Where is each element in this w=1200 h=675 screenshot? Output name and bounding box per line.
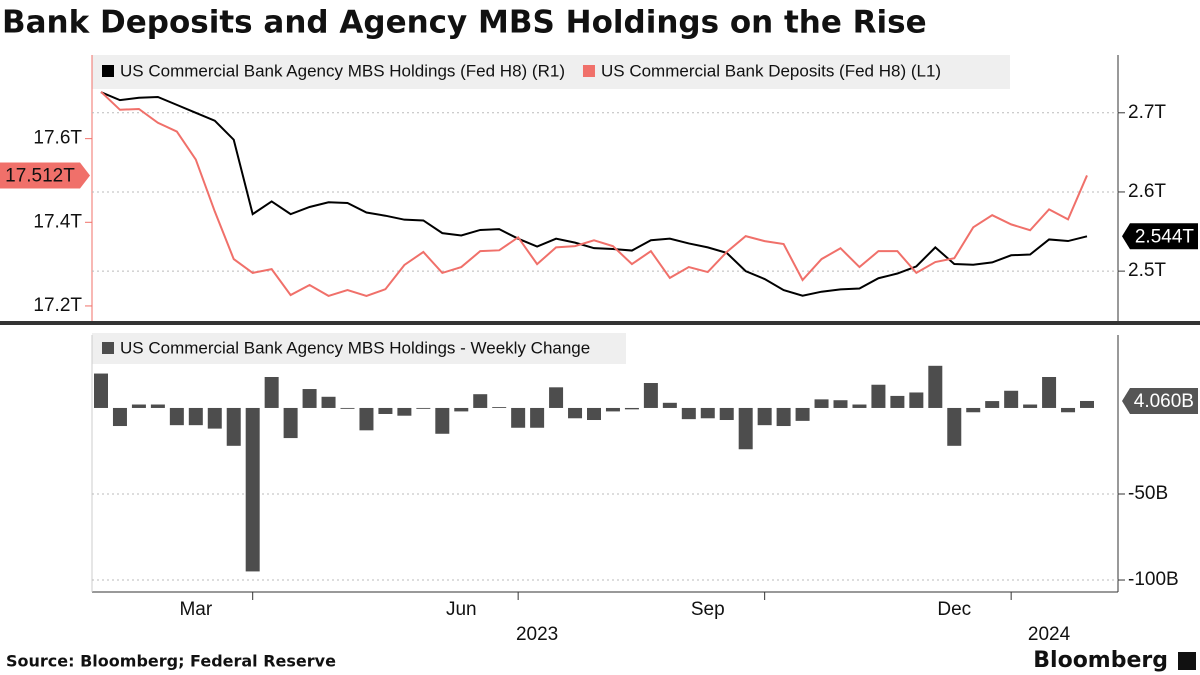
bar [1042, 376, 1057, 408]
brand: Bloomberg [1033, 648, 1168, 673]
legend-label: US Commercial Bank Agency MBS Holdings (… [120, 61, 565, 80]
bar [321, 396, 336, 408]
line [100, 91, 1088, 297]
bar [511, 407, 526, 428]
bar [378, 407, 393, 414]
source: Source: Bloomberg; Federal Reserve [6, 652, 336, 671]
value-tag [1122, 387, 1198, 414]
bar [112, 407, 127, 427]
x-year-label: 2024 [1028, 624, 1071, 645]
bar [226, 407, 241, 446]
value-tag [0, 162, 90, 189]
bar [454, 407, 469, 412]
bar [833, 400, 848, 408]
bar [890, 395, 905, 408]
bar [94, 373, 108, 408]
panel-divider [0, 321, 1200, 325]
bar [795, 407, 810, 421]
bar [1061, 407, 1076, 413]
bar [700, 407, 715, 419]
bar [264, 376, 279, 408]
y-tick-label: 17.4T [33, 211, 82, 232]
x-tick-label: Mar [179, 599, 212, 620]
bar [871, 384, 886, 408]
bar [131, 404, 146, 408]
y2-tick-label: 2.7T [1128, 102, 1166, 123]
bar [966, 407, 981, 413]
bar [624, 407, 639, 410]
value-label: 2.544T [1135, 226, 1195, 247]
bar [947, 407, 962, 446]
bar [757, 407, 772, 426]
bar [416, 407, 431, 409]
bar [985, 401, 1000, 408]
bar [814, 399, 829, 408]
bar [549, 387, 564, 408]
bar [568, 407, 583, 419]
y-tick-label: -50B [1128, 483, 1168, 504]
bar [1004, 390, 1019, 408]
bar [1080, 400, 1094, 408]
bar [643, 383, 658, 408]
line [100, 91, 1088, 297]
bar [150, 404, 165, 408]
bar [340, 407, 355, 409]
x-tick-label: Dec [937, 599, 971, 620]
y2-tick-label: 2.6T [1128, 181, 1166, 202]
bar [852, 404, 867, 408]
y-tick-label: -100B [1128, 569, 1179, 590]
bar [245, 407, 260, 572]
legend-swatch [582, 65, 595, 77]
legend-swatch [102, 65, 114, 77]
bar [207, 407, 222, 429]
bar [530, 407, 545, 428]
brand-icon [1178, 652, 1196, 670]
y-tick-label: 17.6T [33, 128, 82, 149]
bar [473, 394, 488, 408]
bar [662, 402, 677, 408]
bar [435, 407, 450, 434]
bar [738, 407, 753, 450]
value-tag [1122, 223, 1198, 250]
bar [719, 407, 734, 421]
legend-box [92, 333, 626, 364]
y2-tick-label: 2.5T [1128, 260, 1166, 281]
bar [188, 407, 203, 426]
x-year-label: 2023 [516, 624, 558, 645]
bar [397, 407, 412, 416]
bar [492, 407, 507, 408]
x-tick-label: Jun [446, 599, 477, 620]
bar [587, 407, 601, 421]
bar [169, 407, 184, 426]
x-tick-label: Sep [691, 599, 725, 620]
bar [928, 365, 943, 408]
bar [302, 389, 317, 408]
legend-label: US Commercial Bank Deposits (Fed H8) (L1… [601, 61, 941, 80]
bar [283, 407, 298, 439]
value-label: 4.060B [1134, 391, 1194, 412]
value-label: 17.512T [5, 165, 75, 186]
legend-swatch [102, 342, 114, 354]
bar [776, 407, 791, 427]
legend-box [92, 55, 1010, 89]
bar [681, 407, 696, 420]
y-tick-label: 17.2T [33, 295, 82, 316]
bar [1023, 404, 1038, 408]
bar [359, 407, 374, 431]
bar [909, 392, 924, 408]
chart-title: Bank Deposits and Agency MBS Holdings on… [2, 5, 927, 41]
legend-label: US Commercial Bank Agency MBS Holdings -… [120, 338, 590, 357]
bar [605, 407, 620, 412]
